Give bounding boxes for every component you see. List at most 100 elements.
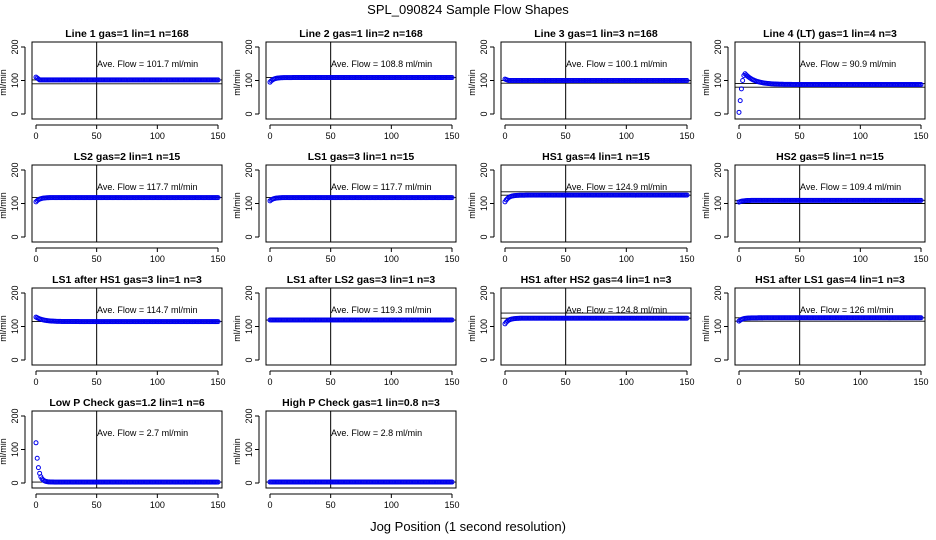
average-flow-annotation: Ave. Flow = 109.4 ml/min: [800, 182, 901, 192]
x-tick-label: 100: [384, 377, 399, 387]
y-tick-label: 200: [10, 162, 20, 177]
y-tick-label: 0: [479, 357, 489, 362]
panel-title: LS1 after HS1 gas=3 lin=1 n=3: [52, 274, 202, 286]
panel-title: LS1 after LS2 gas=3 lin=1 n=3: [287, 274, 436, 286]
y-tick-label: 0: [713, 234, 723, 239]
y-tick-label: 100: [713, 73, 723, 88]
average-flow-annotation: Ave. Flow = 100.1 ml/min: [566, 59, 667, 69]
panel-title: LS2 gas=2 lin=1 n=15: [74, 151, 181, 163]
plot-frame: [31, 287, 223, 366]
x-tick-label: 50: [326, 377, 336, 387]
y-axis-label: ml/min: [467, 69, 477, 96]
panel-title: Line 3 gas=1 lin=3 n=168: [534, 28, 658, 40]
panel-11: HS1 after HS2 gas=4 lin=1 n=3 0 100 200 ml/m…: [467, 274, 695, 387]
x-tick-label: 150: [444, 377, 459, 387]
y-tick-label: 200: [479, 162, 489, 177]
panel-14: High P Check gas=1 lin=0.8 n=3 0 100 200 ml/…: [232, 397, 460, 510]
average-flow-annotation: Ave. Flow = 2.7 ml/min: [97, 428, 188, 438]
plot-frame: [500, 164, 692, 243]
data-point: [449, 317, 455, 323]
x-tick-label: 0: [502, 377, 507, 387]
y-tick-label: 0: [10, 111, 20, 116]
panel-title: HS1 after HS2 gas=4 lin=1 n=3: [521, 274, 672, 286]
y-axis-label: ml/min: [701, 192, 711, 219]
x-tick-label: 150: [444, 131, 459, 141]
plot-frame: [734, 41, 926, 120]
average-flow-annotation: Ave. Flow = 2.8 ml/min: [331, 428, 422, 438]
data-point: [684, 192, 690, 198]
x-tick-label: 50: [92, 377, 102, 387]
x-tick-label: 0: [33, 500, 38, 510]
data-point: [736, 109, 742, 115]
y-tick-label: 0: [713, 357, 723, 362]
x-tick-label: 50: [795, 254, 805, 264]
plot-frame: [265, 410, 457, 489]
x-tick-label: 50: [561, 131, 571, 141]
x-tick-label: 0: [267, 500, 272, 510]
y-tick-label: 100: [244, 319, 254, 334]
x-tick-label: 100: [384, 131, 399, 141]
x-tick-label: 100: [853, 377, 868, 387]
figure-title: SPL_090824 Sample Flow Shapes: [367, 2, 569, 17]
y-tick-label: 0: [10, 234, 20, 239]
panel-6: LS1 gas=3 lin=1 n=15 0 100 200 ml/min 0 50 100 1…: [232, 151, 460, 264]
y-tick-label: 200: [10, 408, 20, 423]
y-tick-label: 100: [479, 73, 489, 88]
y-axis-label: ml/min: [0, 192, 8, 219]
y-tick-label: 200: [244, 285, 254, 300]
y-axis-label: ml/min: [232, 315, 242, 342]
y-axis-label: ml/min: [467, 315, 477, 342]
y-axis-label: ml/min: [701, 315, 711, 342]
y-tick-label: 0: [244, 480, 254, 485]
data-point: [740, 78, 746, 83]
data-point: [737, 98, 743, 104]
y-tick-label: 0: [479, 111, 489, 116]
panel-9: LS1 after HS1 gas=3 lin=1 n=3 0 100 200 ml/m…: [0, 274, 226, 387]
x-tick-label: 0: [736, 131, 741, 141]
data-point: [918, 315, 924, 321]
x-tick-label: 50: [92, 500, 102, 510]
x-tick-label: 50: [561, 254, 571, 264]
y-tick-label: 100: [244, 196, 254, 211]
y-axis-label: ml/min: [467, 192, 477, 219]
x-tick-label: 100: [150, 500, 165, 510]
x-tick-label: 100: [150, 377, 165, 387]
y-tick-label: 200: [10, 39, 20, 54]
x-tick-label: 150: [210, 500, 225, 510]
y-axis-label: ml/min: [232, 69, 242, 96]
y-tick-label: 100: [244, 442, 254, 457]
panel-title: HS1 after LS1 gas=4 lin=1 n=3: [755, 274, 905, 286]
average-flow-annotation: Ave. Flow = 124.8 ml/min: [566, 305, 667, 315]
x-tick-label: 150: [210, 131, 225, 141]
x-tick-label: 0: [33, 254, 38, 264]
panel-10: LS1 after LS2 gas=3 lin=1 n=3 0 100 200 ml/m…: [232, 274, 460, 387]
y-tick-label: 0: [10, 480, 20, 485]
x-tick-label: 50: [795, 131, 805, 141]
x-tick-label: 150: [913, 254, 928, 264]
data-point: [449, 195, 455, 201]
y-tick-label: 100: [713, 196, 723, 211]
x-tick-label: 100: [384, 254, 399, 264]
data-point: [33, 440, 39, 446]
y-axis-label: ml/min: [0, 69, 8, 96]
y-tick-label: 200: [713, 162, 723, 177]
y-tick-label: 0: [244, 111, 254, 116]
x-tick-label: 100: [150, 131, 165, 141]
plot-frame: [734, 287, 926, 366]
y-tick-label: 200: [713, 39, 723, 54]
data-point: [215, 479, 221, 485]
plot-frame: [31, 164, 223, 243]
y-axis-label: ml/min: [701, 69, 711, 96]
y-axis-label: ml/min: [232, 438, 242, 465]
x-tick-label: 50: [92, 131, 102, 141]
y-tick-label: 100: [713, 319, 723, 334]
y-tick-label: 200: [244, 408, 254, 423]
y-tick-label: 200: [479, 285, 489, 300]
y-tick-label: 200: [479, 39, 489, 54]
average-flow-annotation: Ave. Flow = 90.9 ml/min: [800, 59, 896, 69]
data-point: [449, 75, 455, 81]
y-tick-label: 0: [713, 111, 723, 116]
panel-title: Line 4 (LT) gas=1 lin=4 n=3: [763, 28, 897, 40]
panel-title: Line 1 gas=1 lin=1 n=168: [65, 28, 189, 40]
